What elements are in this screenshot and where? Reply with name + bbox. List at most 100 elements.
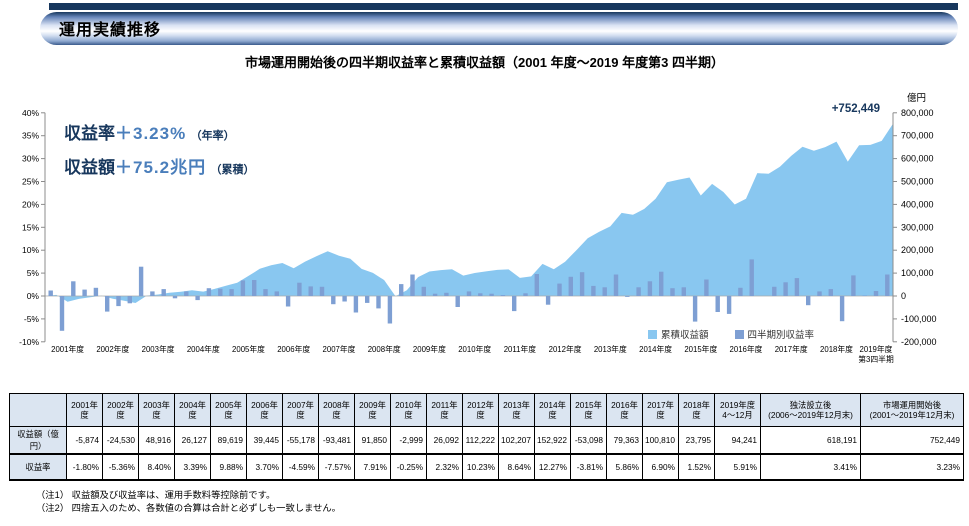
x-axis-year-label: 2007年度 bbox=[323, 344, 356, 354]
quarterly-return-bar bbox=[161, 289, 166, 296]
quarterly-return-bar bbox=[263, 289, 268, 296]
quarterly-return-bar bbox=[557, 283, 562, 296]
table-header-cell: 2012年度 bbox=[462, 393, 499, 427]
table-row: 収益額（億円） -5,874 -24,530 48,916 26,127 89,619 39… bbox=[9, 426, 964, 455]
quarterly-return-bar bbox=[240, 280, 246, 296]
amount-suffix: （累積） bbox=[210, 164, 255, 176]
annual-rate-line: 収益率＋3.23% （年率） bbox=[64, 118, 255, 152]
left-axis-tick-label: 0% bbox=[27, 291, 40, 301]
x-axis-year-label: 2002年度 bbox=[96, 344, 129, 354]
right-axis-tick-label: 700,000 bbox=[901, 131, 934, 141]
quarterly-return-bar bbox=[681, 287, 686, 296]
right-axis-tick-label: 600,000 bbox=[901, 154, 934, 164]
header-title-bar: 運用実績推移 bbox=[40, 12, 958, 45]
quarterly-return-bar bbox=[319, 286, 325, 296]
rate-label: 収益率 bbox=[64, 124, 115, 143]
quarterly-return-bar bbox=[806, 296, 811, 306]
quarterly-return-bar bbox=[421, 286, 426, 296]
table-header-cell: 2017年度 bbox=[642, 393, 679, 427]
table-cell: -55,178 bbox=[282, 426, 319, 455]
quarterly-return-bar bbox=[274, 291, 279, 296]
table-cell: -4.59% bbox=[282, 453, 319, 481]
x-axis-year-label: 2001年度 bbox=[51, 344, 84, 354]
quarterly-return-bar bbox=[59, 296, 65, 331]
amount-value: ＋75.2兆円 bbox=[115, 158, 207, 177]
table-cell: 3.41% bbox=[760, 453, 861, 481]
quarterly-return-bar bbox=[116, 296, 121, 307]
x-axis-year-label: 2004年度 bbox=[187, 344, 220, 354]
quarterly-return-bar bbox=[625, 296, 630, 297]
left-axis-tick-label: 20% bbox=[22, 199, 39, 209]
table-header-cell: 2007年度 bbox=[282, 393, 319, 427]
right-axis-tick-label: 100,000 bbox=[901, 268, 934, 278]
quarterly-bar-swatch-icon bbox=[734, 329, 744, 339]
table-cell: 3.39% bbox=[174, 453, 211, 481]
quarterly-return-bar bbox=[71, 281, 76, 296]
table-header-cell: 2014年度 bbox=[534, 393, 571, 427]
quarterly-return-bar bbox=[602, 287, 607, 296]
cumulative-area-series bbox=[45, 123, 893, 303]
table-cell: 3.70% bbox=[246, 453, 283, 481]
x-axis-year-label: 2015年度 bbox=[684, 344, 717, 354]
quarterly-return-bar bbox=[636, 287, 641, 296]
left-axis-tick-label: 30% bbox=[22, 154, 39, 164]
quarterly-return-bar bbox=[738, 287, 743, 296]
table-cell: 112,222 bbox=[462, 426, 499, 455]
legend-item-quarterly: 四半期別収益率 bbox=[734, 327, 814, 341]
quarterly-return-bar bbox=[692, 296, 698, 322]
quarterly-return-bar bbox=[342, 296, 347, 302]
right-axis-tick-label: 400,000 bbox=[901, 199, 934, 209]
table-cell: 39,445 bbox=[246, 426, 283, 455]
x-axis-final-label-line1: 2019年度 bbox=[860, 344, 893, 354]
table-header-cell: 2010年度 bbox=[390, 393, 427, 427]
header-top-strip bbox=[49, 3, 958, 10]
table-cell: -53,098 bbox=[570, 426, 607, 455]
table-cell: -5.36% bbox=[102, 453, 139, 481]
table-cell: -93,481 bbox=[318, 426, 355, 455]
x-axis-year-label: 2011年度 bbox=[504, 344, 537, 354]
table-cell: 7.91% bbox=[354, 453, 391, 481]
cumulative-amount-line: 収益額＋75.2兆円 （累積） bbox=[64, 152, 255, 186]
quarterly-return-bar bbox=[862, 295, 867, 296]
table-cell: 102,207 bbox=[498, 426, 535, 455]
quarterly-return-bar bbox=[172, 296, 178, 299]
quarterly-return-bar bbox=[704, 279, 709, 296]
right-axis-tick-label: 800,000 bbox=[901, 108, 934, 118]
footnotes: （注1） 収益額及び収益率は、運用手数料等控除前です。 （注2） 四捨五入のため… bbox=[36, 489, 341, 515]
table-header-cell: 独法設立後 (2006～2019年12月末) bbox=[760, 393, 861, 427]
right-axis-tick-label: 0 bbox=[901, 291, 906, 301]
table-cell: 12.27% bbox=[534, 453, 571, 481]
quarterly-return-bar bbox=[670, 288, 675, 296]
quarterly-return-bar bbox=[82, 289, 87, 296]
quarterly-return-bar bbox=[873, 291, 879, 296]
quarterly-return-bar bbox=[647, 281, 653, 296]
quarterly-return-bar bbox=[851, 275, 856, 296]
legend-label-cumulative: 累積収益額 bbox=[661, 330, 709, 341]
quarterly-return-bar bbox=[229, 289, 234, 296]
table-cell: 94,241 bbox=[714, 426, 761, 455]
quarterly-return-bar bbox=[478, 293, 483, 296]
table-cell: 152,922 bbox=[534, 426, 571, 455]
left-axis-tick-label: 5% bbox=[27, 268, 40, 278]
quarterly-return-bar bbox=[613, 274, 619, 296]
quarterly-return-bar bbox=[387, 296, 393, 324]
quarterly-return-bar bbox=[500, 295, 506, 296]
quarterly-return-bar bbox=[252, 280, 257, 296]
table-cell: -1.80% bbox=[66, 453, 103, 481]
table-cell: 2.32% bbox=[426, 453, 463, 481]
quarterly-return-bar bbox=[365, 296, 370, 303]
table-header-cell: 2003年度 bbox=[138, 393, 175, 427]
quarterly-return-bar bbox=[568, 276, 573, 296]
table-header-cell: 2016年度 bbox=[606, 393, 643, 427]
quarterly-return-bar bbox=[285, 296, 291, 307]
quarterly-return-bar bbox=[726, 296, 732, 314]
table-header-cell: 2019年度 4～12月 bbox=[714, 393, 761, 427]
table-cell: 10.23% bbox=[462, 453, 499, 481]
performance-chart: 40% 35% 30% 25% 20% 15% 10% 5% 0% -5% -10% 800,000 7… bbox=[19, 92, 936, 364]
x-axis-year-label: 2010年度 bbox=[458, 344, 491, 354]
left-axis-tick-label: -10% bbox=[19, 337, 39, 347]
table-header-cell: 2005年度 bbox=[210, 393, 247, 427]
table-row-label: 収益率 bbox=[9, 453, 67, 481]
table-cell: 3.23% bbox=[860, 453, 964, 481]
